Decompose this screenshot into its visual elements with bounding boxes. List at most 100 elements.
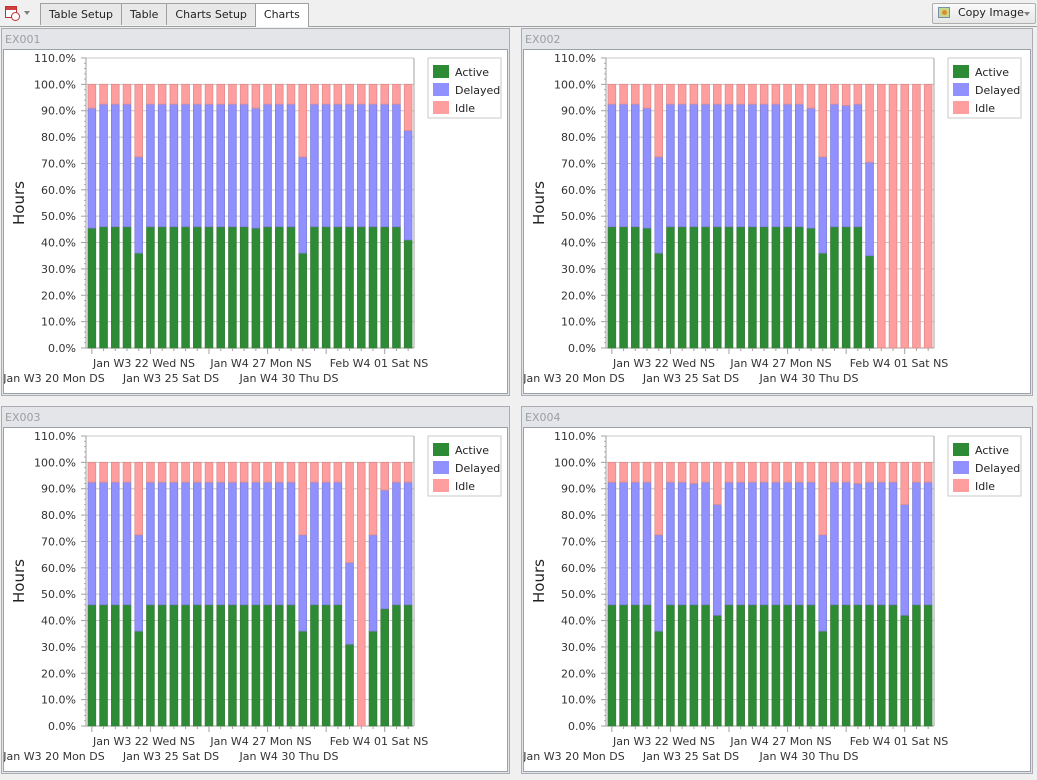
bar-segment-idle: [357, 461, 366, 727]
bar-segment-active: [806, 604, 816, 727]
bar-segment-active: [771, 226, 781, 349]
bar-segment-active: [888, 604, 898, 727]
bar-segment-idle: [853, 461, 863, 484]
legend-label: Delayed: [455, 84, 500, 97]
app-menu-button[interactable]: [2, 3, 34, 23]
bar-segment-idle: [619, 83, 628, 105]
bar-segment-active: [204, 226, 214, 349]
bar-segment-delayed: [841, 481, 851, 606]
copy-image-button[interactable]: Copy Image: [932, 3, 1036, 24]
bar-segment-delayed: [310, 103, 319, 228]
y-tick-label: 50.0%: [561, 588, 596, 601]
bar-segment-delayed: [877, 481, 886, 606]
bar-segment-idle: [87, 83, 97, 109]
bar-segment-active: [99, 226, 108, 349]
bar-segment-idle: [321, 461, 331, 483]
bar-segment-active: [619, 226, 628, 349]
bar-segment-delayed: [357, 103, 366, 228]
tab-table-setup[interactable]: Table Setup: [40, 3, 122, 25]
y-tick-label: 60.0%: [561, 184, 596, 197]
bar-segment-idle: [783, 461, 792, 483]
bar-segment-idle: [298, 461, 307, 536]
bar-segment-idle: [345, 461, 354, 563]
chart-body: 0.0% 10.0% 20.0% 30.0% 40.0% 50.0% 60.0% 70.0% 8…: [2, 427, 508, 772]
legend-swatch-delayed: [433, 83, 449, 96]
bar-segment-active: [736, 604, 745, 727]
bar-segment-idle: [403, 83, 413, 131]
x-tick-label: Jan W4 27 Mon NS: [729, 735, 831, 748]
bar-segment-active: [642, 604, 652, 727]
bar-segment-delayed: [654, 156, 663, 254]
bar-segment-idle: [912, 461, 921, 483]
bar-segment-delayed: [310, 481, 319, 606]
bar-segment-idle: [759, 461, 769, 483]
bar-segment-active: [701, 226, 710, 349]
bar-segment-active: [228, 226, 237, 349]
chart-panel-ex001: EX001 0.0% 10.0% 20.0% 30.0% 40.0% 50.0% 60.0%…: [1, 28, 510, 396]
tab-charts[interactable]: Charts: [254, 3, 309, 27]
y-tick-label: 100.0%: [554, 78, 596, 91]
y-tick-label: 70.0%: [41, 157, 76, 170]
bar-segment-active: [228, 604, 237, 727]
stacked-bar-chart: 0.0% 10.0% 20.0% 30.0% 40.0% 50.0% 60.0% 70.0% 8…: [2, 430, 502, 763]
legend-label: Active: [455, 66, 489, 79]
bar-segment-delayed: [286, 481, 296, 606]
bar-segment-idle: [111, 83, 120, 105]
bar-segment-idle: [654, 461, 663, 536]
bar-segment-active: [134, 252, 143, 349]
chart-panel-ex004: EX004 0.0% 10.0% 20.0% 30.0% 40.0% 50.0% 60.0%…: [521, 406, 1033, 774]
y-tick-label: 100.0%: [34, 456, 76, 469]
y-tick-label: 0.0%: [48, 720, 76, 733]
bar-segment-idle: [865, 83, 874, 163]
bar-segment-idle: [677, 83, 687, 105]
bar-segment-active: [403, 604, 413, 727]
bar-segment-idle: [181, 83, 190, 105]
bar-segment-idle: [631, 83, 640, 105]
bar-segment-idle: [181, 461, 190, 483]
bar-segment-delayed: [677, 481, 687, 606]
tab-table[interactable]: Table: [120, 3, 168, 25]
bar-segment-delayed: [631, 481, 640, 606]
x-tick-label: Jan W4 27 Mon NS: [209, 735, 311, 748]
bar-segment-active: [193, 604, 202, 727]
bar-segment-delayed: [853, 103, 863, 228]
bar-segment-idle: [771, 461, 781, 483]
chevron-down-icon[interactable]: [1024, 12, 1030, 16]
bar-segment-idle: [134, 83, 143, 158]
bar-segment-active: [181, 226, 190, 349]
bar-segment-idle: [642, 83, 652, 109]
x-tick-label: Jan W3 25 Sat DS: [122, 372, 219, 385]
bar-segment-delayed: [298, 534, 307, 632]
x-tick-label: Jan W4 30 Thu DS: [759, 750, 859, 763]
bar-segment-active: [216, 604, 225, 727]
bar-segment-active: [795, 604, 804, 727]
bar-segment-delayed: [607, 481, 617, 606]
bar-segment-idle: [169, 83, 179, 105]
bar-segment-active: [146, 226, 155, 349]
bar-segment-delayed: [380, 103, 389, 228]
bar-segment-delayed: [99, 103, 108, 228]
bar-segment-active: [631, 604, 640, 727]
bar-segment-active: [689, 604, 699, 727]
bar-segment-idle: [841, 461, 851, 483]
bar-segment-delayed: [724, 481, 734, 606]
bar-segment-idle: [830, 461, 839, 483]
bar-segment-delayed: [759, 481, 769, 606]
y-tick-label: 80.0%: [41, 131, 76, 144]
bar-segment-active: [830, 226, 839, 349]
y-tick-label: 60.0%: [41, 184, 76, 197]
bar-segment-idle: [900, 83, 909, 349]
bar-segment-idle: [146, 461, 155, 483]
y-tick-label: 100.0%: [554, 456, 596, 469]
bar-segment-active: [380, 226, 389, 349]
tab-charts-setup[interactable]: Charts Setup: [166, 3, 256, 25]
legend-label: Idle: [975, 480, 995, 493]
y-tick-label: 0.0%: [568, 342, 596, 355]
bar-segment-active: [111, 226, 120, 349]
chart-panel-ex003: EX003 0.0% 10.0% 20.0% 30.0% 40.0% 50.0% 60.0%…: [1, 406, 510, 774]
bar-segment-idle: [239, 461, 249, 483]
bar-segment-delayed: [181, 103, 190, 228]
bar-segment-delayed: [607, 103, 617, 228]
bar-segment-idle: [310, 461, 319, 483]
bar-segment-delayed: [333, 103, 343, 228]
